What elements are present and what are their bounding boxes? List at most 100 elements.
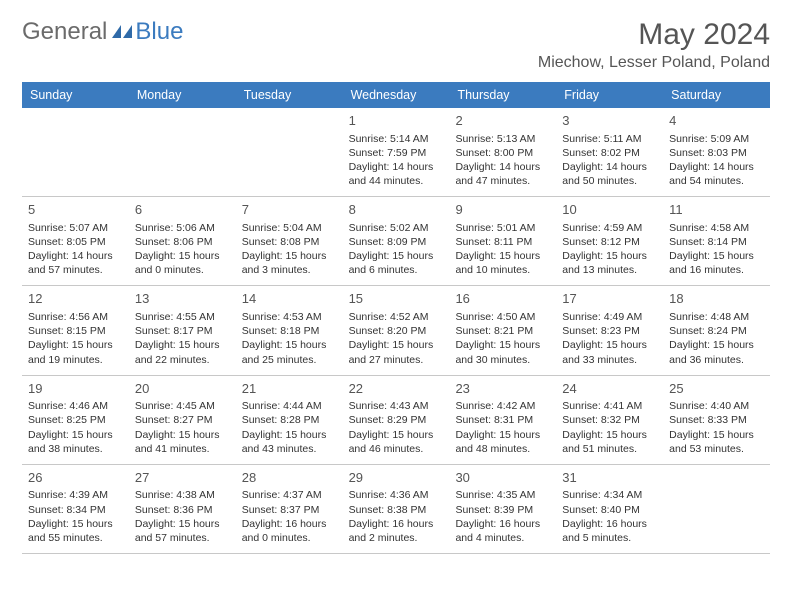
daylight-line: Daylight: 14 hours and 54 minutes.	[669, 160, 764, 188]
daylight-line: Daylight: 15 hours and 43 minutes.	[242, 428, 337, 456]
daylight-line: Daylight: 14 hours and 50 minutes.	[562, 160, 657, 188]
calendar-cell: 18Sunrise: 4:48 AMSunset: 8:24 PMDayligh…	[663, 286, 770, 374]
calendar-cell: 23Sunrise: 4:42 AMSunset: 8:31 PMDayligh…	[449, 376, 556, 464]
logo-sail-icon	[111, 23, 133, 41]
sunset-line: Sunset: 8:09 PM	[349, 235, 444, 249]
sunset-line: Sunset: 8:36 PM	[135, 503, 230, 517]
day-header: Saturday	[663, 82, 770, 108]
calendar-cell: 9Sunrise: 5:01 AMSunset: 8:11 PMDaylight…	[449, 197, 556, 285]
daylight-line: Daylight: 16 hours and 2 minutes.	[349, 517, 444, 545]
calendar-cell: 8Sunrise: 5:02 AMSunset: 8:09 PMDaylight…	[343, 197, 450, 285]
sunset-line: Sunset: 7:59 PM	[349, 146, 444, 160]
sunset-line: Sunset: 8:15 PM	[28, 324, 123, 338]
daylight-line: Daylight: 16 hours and 5 minutes.	[562, 517, 657, 545]
calendar-cell: 3 Sunrise: 5:11 AMSunset: 8:02 PMDaylight…	[556, 108, 663, 196]
sunset-line: Sunset: 8:28 PM	[242, 413, 337, 427]
daylight-line: Daylight: 15 hours and 27 minutes.	[349, 338, 444, 366]
sunset-line: Sunset: 8:27 PM	[135, 413, 230, 427]
sunrise-line: Sunrise: 4:45 AM	[135, 399, 230, 413]
day-number: 12	[28, 290, 123, 308]
sunrise-line: Sunrise: 5:11 AM	[562, 132, 657, 146]
daylight-line: Daylight: 15 hours and 19 minutes.	[28, 338, 123, 366]
daylight-line: Daylight: 15 hours and 10 minutes.	[455, 249, 550, 277]
sunrise-line: Sunrise: 4:41 AM	[562, 399, 657, 413]
sunrise-line: Sunrise: 5:02 AM	[349, 221, 444, 235]
sunset-line: Sunset: 8:06 PM	[135, 235, 230, 249]
sunrise-line: Sunrise: 5:04 AM	[242, 221, 337, 235]
sunset-line: Sunset: 8:00 PM	[455, 146, 550, 160]
day-header: Thursday	[449, 82, 556, 108]
calendar-body: 1Sunrise: 5:14 AMSunset: 7:59 PMDaylight…	[22, 108, 770, 554]
calendar-cell: 4Sunrise: 5:09 AMSunset: 8:03 PMDaylight…	[663, 108, 770, 196]
day-header: Tuesday	[236, 82, 343, 108]
sunset-line: Sunset: 8:14 PM	[669, 235, 764, 249]
calendar-row: 26Sunrise: 4:39 AMSunset: 8:34 PMDayligh…	[22, 465, 770, 554]
daylight-line: Daylight: 15 hours and 51 minutes.	[562, 428, 657, 456]
day-number: 3	[562, 112, 657, 130]
calendar-cell: 15Sunrise: 4:52 AMSunset: 8:20 PMDayligh…	[343, 286, 450, 374]
daylight-line: Daylight: 15 hours and 57 minutes.	[135, 517, 230, 545]
sunset-line: Sunset: 8:08 PM	[242, 235, 337, 249]
sunset-line: Sunset: 8:05 PM	[28, 235, 123, 249]
sunrise-line: Sunrise: 4:34 AM	[562, 488, 657, 502]
day-header: Wednesday	[343, 82, 450, 108]
daylight-line: Daylight: 14 hours and 44 minutes.	[349, 160, 444, 188]
calendar-row: 5Sunrise: 5:07 AMSunset: 8:05 PMDaylight…	[22, 197, 770, 286]
day-number: 21	[242, 380, 337, 398]
calendar-cell: 24Sunrise: 4:41 AMSunset: 8:32 PMDayligh…	[556, 376, 663, 464]
calendar-cell: 11Sunrise: 4:58 AMSunset: 8:14 PMDayligh…	[663, 197, 770, 285]
sunset-line: Sunset: 8:02 PM	[562, 146, 657, 160]
daylight-line: Daylight: 15 hours and 13 minutes.	[562, 249, 657, 277]
calendar-cell	[129, 108, 236, 196]
calendar-cell	[22, 108, 129, 196]
sunset-line: Sunset: 8:25 PM	[28, 413, 123, 427]
daylight-line: Daylight: 15 hours and 33 minutes.	[562, 338, 657, 366]
calendar-cell: 17Sunrise: 4:49 AMSunset: 8:23 PMDayligh…	[556, 286, 663, 374]
sunset-line: Sunset: 8:33 PM	[669, 413, 764, 427]
sunrise-line: Sunrise: 4:50 AM	[455, 310, 550, 324]
header: General Blue May 2024 Miechow, Lesser Po…	[22, 18, 770, 72]
daylight-line: Daylight: 15 hours and 0 minutes.	[135, 249, 230, 277]
title-block: May 2024 Miechow, Lesser Poland, Poland	[538, 18, 770, 72]
day-number: 6	[135, 201, 230, 219]
sunrise-line: Sunrise: 4:48 AM	[669, 310, 764, 324]
day-number: 31	[562, 469, 657, 487]
sunset-line: Sunset: 8:11 PM	[455, 235, 550, 249]
logo-text-general: General	[22, 18, 107, 46]
day-number: 27	[135, 469, 230, 487]
daylight-line: Daylight: 15 hours and 16 minutes.	[669, 249, 764, 277]
logo: General Blue	[22, 18, 183, 46]
day-number: 25	[669, 380, 764, 398]
day-number: 13	[135, 290, 230, 308]
daylight-line: Daylight: 15 hours and 38 minutes.	[28, 428, 123, 456]
calendar-cell: 16Sunrise: 4:50 AMSunset: 8:21 PMDayligh…	[449, 286, 556, 374]
sunset-line: Sunset: 8:21 PM	[455, 324, 550, 338]
calendar-cell: 25Sunrise: 4:40 AMSunset: 8:33 PMDayligh…	[663, 376, 770, 464]
sunrise-line: Sunrise: 5:14 AM	[349, 132, 444, 146]
calendar-cell: 5Sunrise: 5:07 AMSunset: 8:05 PMDaylight…	[22, 197, 129, 285]
day-header: Sunday	[22, 82, 129, 108]
calendar-cell: 14Sunrise: 4:53 AMSunset: 8:18 PMDayligh…	[236, 286, 343, 374]
calendar-cell: 1Sunrise: 5:14 AMSunset: 7:59 PMDaylight…	[343, 108, 450, 196]
sunrise-line: Sunrise: 4:43 AM	[349, 399, 444, 413]
sunset-line: Sunset: 8:12 PM	[562, 235, 657, 249]
sunset-line: Sunset: 8:20 PM	[349, 324, 444, 338]
sunrise-line: Sunrise: 4:52 AM	[349, 310, 444, 324]
day-number: 28	[242, 469, 337, 487]
day-number: 24	[562, 380, 657, 398]
day-number: 22	[349, 380, 444, 398]
calendar-row: 1Sunrise: 5:14 AMSunset: 7:59 PMDaylight…	[22, 108, 770, 197]
calendar-header-row: SundayMondayTuesdayWednesdayThursdayFrid…	[22, 82, 770, 108]
daylight-line: Daylight: 15 hours and 48 minutes.	[455, 428, 550, 456]
sunset-line: Sunset: 8:31 PM	[455, 413, 550, 427]
sunrise-line: Sunrise: 5:07 AM	[28, 221, 123, 235]
day-number: 30	[455, 469, 550, 487]
daylight-line: Daylight: 16 hours and 0 minutes.	[242, 517, 337, 545]
daylight-line: Daylight: 15 hours and 3 minutes.	[242, 249, 337, 277]
sunset-line: Sunset: 8:32 PM	[562, 413, 657, 427]
sunrise-line: Sunrise: 4:39 AM	[28, 488, 123, 502]
sunrise-line: Sunrise: 4:37 AM	[242, 488, 337, 502]
sunrise-line: Sunrise: 4:59 AM	[562, 221, 657, 235]
sunset-line: Sunset: 8:40 PM	[562, 503, 657, 517]
day-header: Friday	[556, 82, 663, 108]
